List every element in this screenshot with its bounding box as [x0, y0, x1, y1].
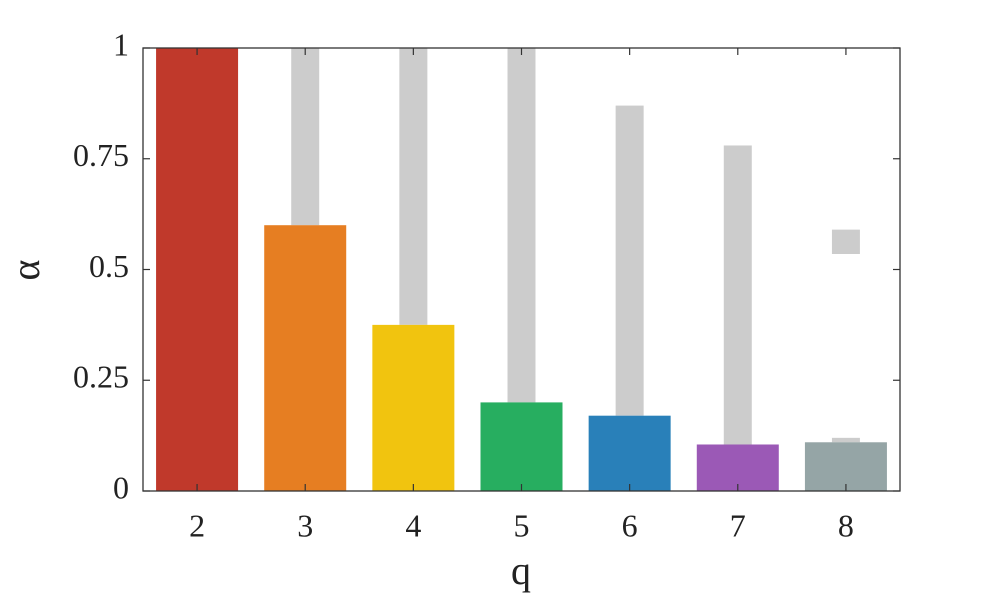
x-tick-label: 2 [189, 507, 205, 543]
y-tick-label: 0.25 [73, 359, 129, 395]
range-bar [723, 145, 752, 445]
x-axis-label: q [511, 548, 531, 593]
y-tick-label: 0 [113, 469, 129, 505]
plot-frame [142, 47, 901, 492]
range-bar [291, 48, 320, 226]
y-tick-label: 0.5 [89, 248, 129, 284]
y-tick-label: 0.75 [73, 137, 129, 173]
bar [372, 324, 455, 491]
x-tick-label: 6 [622, 507, 638, 543]
y-axis-label: α [3, 259, 48, 280]
bar [588, 415, 671, 491]
x-tick-label: 8 [838, 507, 854, 543]
bar [696, 444, 779, 491]
bar [804, 442, 887, 491]
bar [480, 402, 563, 491]
y-tick-label: 1 [113, 26, 129, 62]
range-bar [831, 229, 860, 254]
range-bar [615, 105, 644, 416]
range-bar [399, 48, 428, 325]
range-bar [831, 437, 860, 443]
bar [264, 225, 347, 491]
x-tick-label: 3 [297, 507, 313, 543]
x-tick-label: 4 [405, 507, 421, 543]
bar [156, 48, 239, 491]
x-tick-label: 7 [730, 507, 746, 543]
x-tick-label: 5 [514, 507, 530, 543]
range-bar [507, 48, 536, 403]
